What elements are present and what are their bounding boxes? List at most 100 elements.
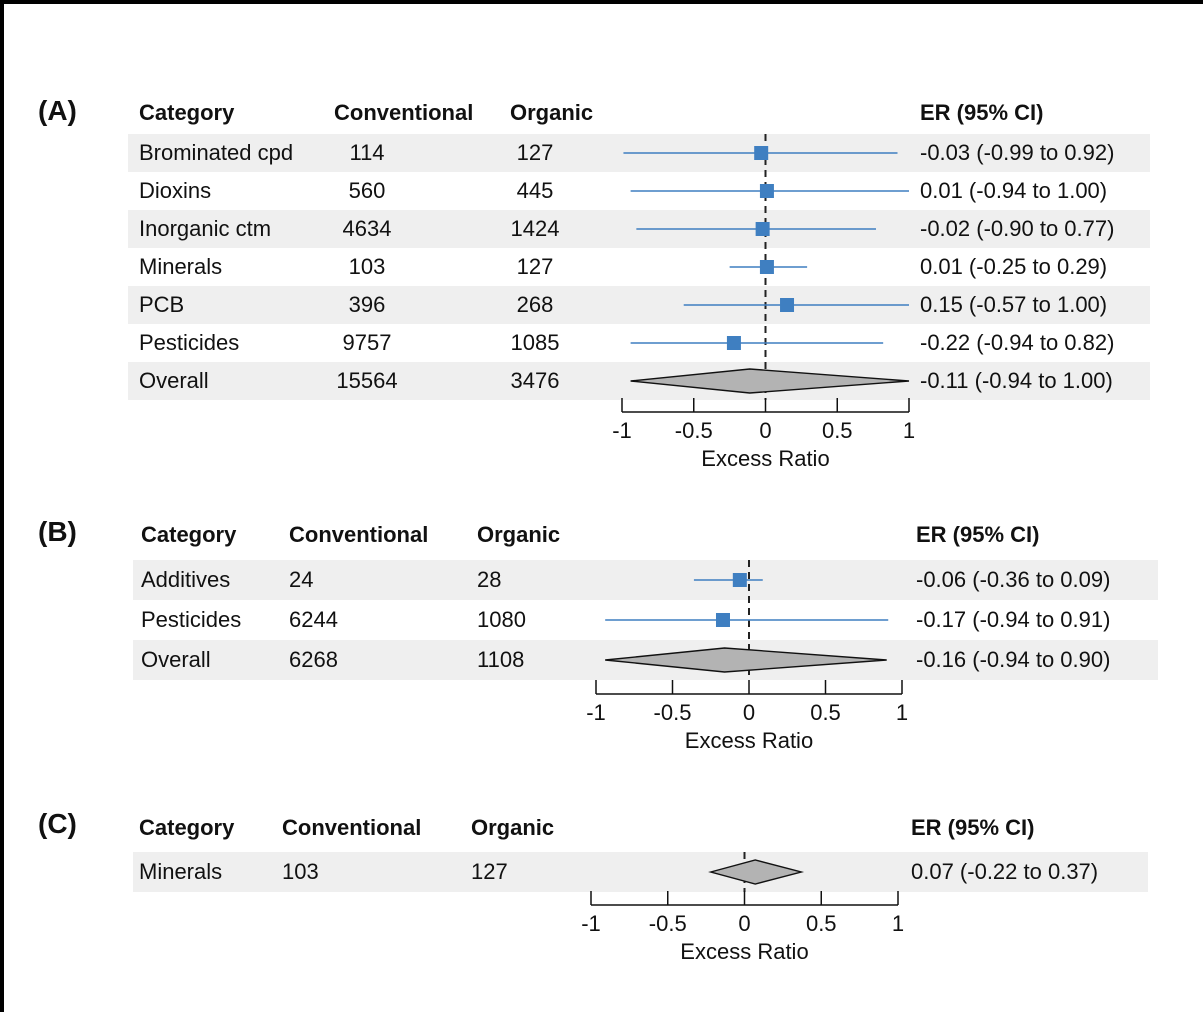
- x-tick-label: -0.5: [649, 911, 687, 936]
- point-estimate-marker: [759, 184, 774, 198]
- point-estimate-marker: [754, 146, 769, 160]
- conventional-count-cell: 9757: [342, 330, 392, 355]
- table-row: Dioxins 560 445 0.01 (-0.94 to 1.00): [128, 172, 1150, 210]
- point-estimate-marker: [780, 298, 795, 312]
- x-axis-title: Excess Ratio: [680, 939, 808, 964]
- organic-count-cell: 268: [516, 292, 554, 317]
- x-tick-label: -1: [612, 418, 632, 443]
- er-ci-cell: -0.03 (-0.99 to 0.92): [920, 140, 1115, 165]
- x-tick-label: 1: [903, 418, 915, 443]
- x-tick-label: -0.5: [675, 418, 713, 443]
- x-tick-label: -1: [581, 911, 601, 936]
- panel-label: (B): [38, 516, 77, 547]
- panel-label: (C): [38, 808, 77, 839]
- organic-count-cell: 3476: [510, 368, 560, 393]
- panel-label: (A): [38, 95, 77, 126]
- header-organic: Organic: [471, 815, 555, 840]
- conventional-count-cell: 15564: [336, 368, 398, 393]
- organic-count-cell: 1424: [510, 216, 560, 241]
- er-ci-cell: -0.06 (-0.36 to 0.09): [916, 567, 1111, 592]
- header-category: Category: [139, 100, 235, 125]
- summary-diamond: [708, 859, 805, 885]
- table-row: Additives 24 28 -0.06 (-0.36 to 0.09): [133, 560, 1158, 600]
- category-cell: Overall: [139, 368, 209, 393]
- x-tick-label: 0: [759, 418, 771, 443]
- organic-count-cell: 127: [516, 254, 554, 279]
- er-ci-cell: -0.17 (-0.94 to 0.91): [916, 607, 1111, 632]
- category-cell: Additives: [141, 567, 231, 592]
- x-tick-label: 0.5: [822, 418, 853, 443]
- table-row: Pesticides 6244 1080 -0.17 (-0.94 to 0.91): [133, 600, 1158, 640]
- conventional-count-cell: 560: [348, 178, 386, 203]
- point-estimate-marker: [715, 613, 730, 627]
- er-ci-cell: -0.11 (-0.94 to 1.00): [920, 368, 1113, 393]
- table-row: PCB 396 268 0.15 (-0.57 to 1.00): [128, 286, 1150, 324]
- header-er: ER (95% CI): [916, 522, 1040, 547]
- x-tick-label: 0.5: [806, 911, 837, 936]
- er-ci-cell: 0.07 (-0.22 to 0.37): [911, 859, 1099, 884]
- x-tick-label: 0: [743, 700, 755, 725]
- organic-count-cell: 1080: [477, 607, 526, 632]
- x-tick-label: 1: [896, 700, 908, 725]
- er-ci-cell: 0.01 (-0.94 to 1.00): [920, 178, 1108, 203]
- er-ci-cell: 0.15 (-0.57 to 1.00): [920, 292, 1108, 317]
- x-axis-title: Excess Ratio: [685, 728, 813, 753]
- organic-count-cell: 28: [477, 567, 502, 592]
- category-cell: Brominated cpd: [139, 140, 294, 165]
- organic-count-cell: 127: [516, 140, 554, 165]
- x-tick-label: -1: [586, 700, 606, 725]
- summary-diamond: [630, 368, 910, 394]
- x-tick-label: 0: [738, 911, 750, 936]
- category-cell: Dioxins: [139, 178, 212, 203]
- point-estimate-marker: [759, 260, 774, 274]
- conventional-count-cell: 114: [349, 140, 385, 165]
- conventional-count-cell: 6268: [289, 647, 338, 672]
- header-organic: Organic: [510, 100, 594, 125]
- organic-count-cell: 445: [516, 178, 554, 203]
- point-estimate-marker: [726, 336, 741, 350]
- category-cell: Overall: [141, 647, 211, 672]
- er-ci-cell: 0.01 (-0.25 to 0.29): [920, 254, 1108, 279]
- point-estimate-marker: [732, 573, 747, 587]
- category-cell: Pesticides: [139, 330, 240, 355]
- er-ci-cell: -0.02 (-0.90 to 0.77): [920, 216, 1115, 241]
- header-conventional: Conventional: [282, 815, 422, 840]
- conventional-count-cell: 396: [348, 292, 386, 317]
- header-er: ER (95% CI): [911, 815, 1035, 840]
- x-axis-title: Excess Ratio: [701, 446, 829, 471]
- conventional-count-cell: 24: [289, 567, 314, 592]
- conventional-count-cell: 4634: [342, 216, 392, 241]
- conventional-count-cell: 6244: [289, 607, 338, 632]
- er-ci-cell: -0.16 (-0.94 to 0.90): [916, 647, 1111, 672]
- table-row: Minerals 103 127 0.07 (-0.22 to 0.37): [133, 852, 1148, 892]
- category-cell: Pesticides: [141, 607, 242, 632]
- organic-count-cell: 127: [471, 859, 508, 884]
- header-organic: Organic: [477, 522, 561, 547]
- category-cell: Inorganic ctm: [139, 216, 272, 241]
- x-tick-label: 0.5: [810, 700, 841, 725]
- table-row: Overall 6268 1108 -0.16 (-0.94 to 0.90): [133, 640, 1158, 680]
- header-conventional: Conventional: [289, 522, 429, 547]
- category-cell: Minerals: [139, 254, 223, 279]
- table-row: Minerals 103 127 0.01 (-0.25 to 0.29): [128, 248, 1150, 286]
- header-category: Category: [139, 815, 235, 840]
- er-ci-cell: -0.22 (-0.94 to 0.82): [920, 330, 1115, 355]
- x-tick-label: -0.5: [654, 700, 692, 725]
- conventional-count-cell: 103: [282, 859, 319, 884]
- x-tick-label: 1: [892, 911, 904, 936]
- category-cell: Minerals: [139, 859, 223, 884]
- category-cell: PCB: [139, 292, 185, 317]
- header-conventional: Conventional: [334, 100, 474, 125]
- header-er: ER (95% CI): [920, 100, 1044, 125]
- conventional-count-cell: 103: [348, 254, 386, 279]
- point-estimate-marker: [755, 222, 770, 236]
- table-row: Pesticides 9757 1085 -0.22 (-0.94 to 0.82): [128, 324, 1150, 362]
- summary-diamond: [605, 647, 887, 673]
- organic-count-cell: 1108: [477, 647, 525, 672]
- organic-count-cell: 1085: [510, 330, 560, 355]
- header-category: Category: [141, 522, 237, 547]
